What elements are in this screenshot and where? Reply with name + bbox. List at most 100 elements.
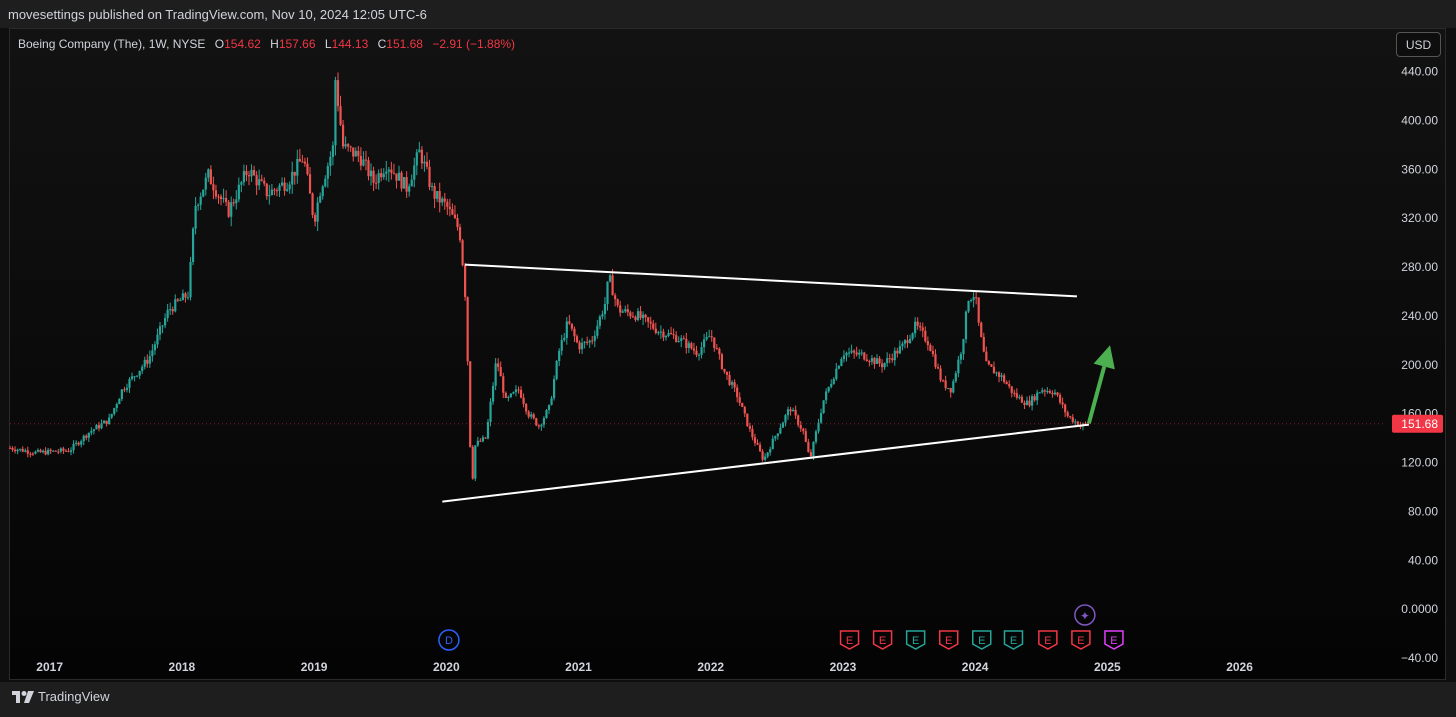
symbol-name: Boeing Company (The), 1W, NYSE	[18, 37, 206, 51]
candle-body	[197, 204, 200, 206]
candle-body	[77, 442, 80, 445]
candle-body	[814, 431, 818, 442]
candle-body	[47, 449, 50, 455]
candle-body	[400, 172, 403, 189]
candle-body	[125, 387, 129, 390]
forecast-arrow-shaft	[1086, 365, 1107, 424]
candle-body	[873, 358, 876, 364]
candle-body	[120, 389, 123, 399]
candle-body	[987, 361, 990, 365]
candle-body	[962, 339, 965, 355]
candle-body	[31, 453, 34, 455]
earnings-marker-label: E	[1044, 635, 1051, 647]
candle-body	[446, 201, 449, 207]
x-tick-label: 2024	[962, 660, 989, 674]
candle-body	[570, 323, 573, 329]
candle-body	[26, 450, 29, 454]
candle-body	[161, 325, 164, 327]
candle-body	[260, 179, 263, 181]
candle-body	[545, 410, 548, 419]
candle-body	[232, 202, 235, 204]
candle-body	[303, 161, 307, 164]
y-tick-label: 80.00	[1408, 504, 1438, 518]
candle-body	[1015, 393, 1018, 398]
candle-body	[725, 371, 729, 375]
candles	[8, 72, 1090, 482]
change-value: −2.91 (−1.88%)	[432, 37, 516, 51]
currency-button[interactable]: USD	[1396, 32, 1441, 57]
candle-body	[687, 343, 690, 348]
candle-body	[568, 321, 571, 324]
candle-body	[311, 193, 314, 215]
candle-body	[413, 165, 416, 180]
candle-body	[1084, 423, 1087, 425]
candle-body	[1008, 384, 1011, 387]
earnings-marker-label: E	[1077, 635, 1084, 647]
candle-body	[758, 444, 762, 452]
candle-body	[560, 340, 563, 351]
chart-panel[interactable]	[9, 28, 1446, 680]
candle-body	[865, 359, 868, 361]
candle-body	[664, 335, 668, 338]
close-label: C	[377, 37, 387, 51]
candle-body	[509, 393, 512, 397]
candle-body	[896, 350, 899, 354]
candle-body	[227, 202, 230, 217]
candle-body	[764, 456, 767, 460]
candle-body	[385, 171, 388, 174]
candle-body	[428, 166, 431, 188]
y-tick-label: 400.00	[1401, 113, 1438, 127]
footer-bar	[0, 682, 1456, 717]
candle-body	[626, 309, 629, 313]
high-value: 157.66	[278, 37, 316, 51]
candle-body	[713, 337, 716, 349]
candle-body	[1064, 404, 1067, 413]
y-tick-label: 120.00	[1401, 456, 1438, 470]
candle-body	[898, 346, 901, 354]
candle-body	[349, 146, 352, 148]
candle-body	[372, 170, 375, 183]
candle-body	[532, 414, 535, 419]
candle-body	[296, 158, 299, 176]
candle-body	[547, 404, 551, 411]
candle-body	[176, 299, 179, 301]
candle-body	[87, 432, 90, 438]
candle-body	[550, 398, 553, 405]
candle-body	[746, 413, 749, 427]
candle-body	[583, 341, 586, 343]
candle-body	[794, 409, 797, 416]
candle-body	[397, 172, 401, 181]
candle-body	[377, 173, 380, 183]
x-tick-label: 2018	[169, 660, 196, 674]
candle-body	[611, 275, 614, 296]
candle-body	[743, 406, 746, 414]
candle-body	[519, 389, 523, 398]
candle-body	[387, 169, 390, 172]
candle-body	[44, 450, 47, 455]
candle-body	[242, 171, 246, 183]
candle-body	[174, 299, 177, 312]
candle-body	[728, 374, 731, 385]
candle-body	[837, 365, 840, 369]
earnings-marker-label: E	[945, 635, 952, 647]
y-tick-label: 240.00	[1401, 309, 1438, 323]
candle-body	[799, 424, 802, 429]
candle-body	[1013, 392, 1016, 394]
candle-body	[710, 336, 713, 338]
candle-body	[832, 379, 835, 384]
candle-body	[697, 354, 701, 356]
candle-body	[733, 382, 736, 388]
candle-body	[830, 383, 833, 387]
candle-body	[339, 106, 342, 125]
candle-body	[171, 309, 174, 312]
candle-body	[596, 325, 599, 336]
candle-body	[748, 426, 751, 429]
candle-body	[588, 340, 591, 343]
candle-body	[669, 333, 673, 335]
candle-body	[331, 145, 335, 157]
earnings-marker	[972, 630, 992, 650]
candle-body	[270, 189, 273, 196]
candle-body	[809, 452, 812, 457]
candle-body	[146, 359, 149, 364]
